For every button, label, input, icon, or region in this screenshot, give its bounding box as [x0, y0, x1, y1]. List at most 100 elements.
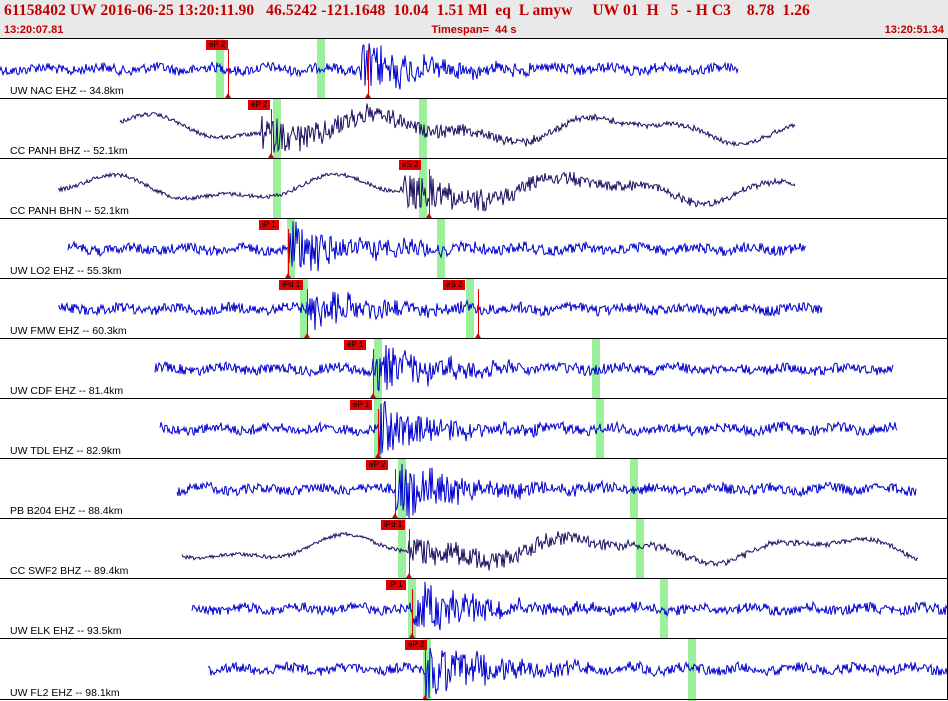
pick-marker[interactable]: iP 1 [259, 220, 279, 230]
pick-line [395, 469, 396, 517]
trace-label: UW FL2 EHZ -- 98.1km [10, 687, 120, 699]
trace-panel[interactable]: UW NAC EHZ -- 34.8km eP 2 [0, 38, 948, 99]
trace-label: CC PANH BHN -- 52.1km [10, 205, 129, 217]
waveform-trace [207, 647, 948, 699]
arrival-window [273, 159, 281, 219]
waveform-trace [176, 463, 917, 519]
pick-marker[interactable]: iP 1 [386, 580, 406, 590]
pick-triangle [475, 333, 481, 338]
waveform-line [154, 344, 894, 392]
pick-line [373, 349, 374, 397]
waveform-trace [0, 43, 739, 90]
seismogram-panels: UW NAC EHZ -- 34.8km eP 2 CC PANH BHZ --… [0, 38, 948, 701]
end-time: 13:20:51.34 [884, 24, 944, 36]
trace-label: UW LO2 EHZ -- 55.3km [10, 265, 122, 277]
pick-triangle [406, 573, 412, 578]
pick-line [429, 169, 430, 217]
trace-panel[interactable]: UW LO2 EHZ -- 55.3km iP 1 [0, 218, 948, 279]
pick-marker[interactable]: eP 2 [248, 100, 271, 110]
arrival-window [398, 519, 406, 579]
pick-line [378, 409, 379, 457]
waveform-line [159, 401, 898, 455]
trace-panel[interactable]: UW CDF EHZ -- 81.4km eP 1 [0, 338, 948, 399]
pick-line [307, 289, 308, 337]
pick-line [409, 529, 410, 577]
pick-marker[interactable]: eP 1 [344, 340, 367, 350]
waveform-line [67, 221, 806, 272]
trace-panel[interactable]: CC SWF2 BHZ -- 89.4km iPd 1 [0, 518, 948, 579]
trace-panel[interactable]: UW TDL EHZ -- 82.9km eP 1 [0, 398, 948, 459]
pick-triangle [409, 633, 415, 638]
waveform-line [58, 291, 823, 331]
trace-label: UW CDF EHZ -- 81.4km [10, 385, 124, 397]
pick-marker[interactable]: eS 2 [443, 280, 466, 290]
waveform-line [176, 463, 917, 519]
arrival-window [419, 99, 427, 159]
waveform-trace [181, 531, 919, 571]
trace-label: UW ELK EHZ -- 93.5km [10, 625, 122, 637]
trace-label: UW FMW EHZ -- 60.3km [10, 325, 127, 337]
pick-line [412, 589, 413, 637]
pick-line [228, 49, 229, 97]
arrival-window [374, 339, 382, 399]
arrival-window [466, 279, 474, 339]
trace-label: CC SWF2 BHZ -- 89.4km [10, 565, 129, 577]
pick-marker[interactable]: eS 2 [399, 160, 422, 170]
pick-triangle [392, 513, 398, 518]
pick-line [478, 289, 479, 337]
waveform-line [119, 103, 796, 153]
waveform-line [181, 531, 919, 571]
pick-marker[interactable]: eP 2 [405, 640, 428, 650]
pick-line [271, 109, 272, 157]
pick-line [425, 649, 426, 697]
trace-panel[interactable]: CC PANH BHZ -- 52.1km eP 2 [0, 98, 948, 159]
pick-marker[interactable]: iPd 1 [381, 520, 406, 530]
waveform-trace [57, 171, 796, 212]
trace-panel[interactable]: UW FL2 EHZ -- 98.1km eP 2 [0, 638, 948, 701]
arrival-window [630, 459, 638, 519]
arrival-window [216, 39, 224, 99]
pick-marker[interactable]: eP 1 [350, 400, 373, 410]
header-bar: 61158402 UW 2016-06-25 13:20:11.90 46.52… [0, 0, 948, 38]
pick-line [288, 229, 289, 277]
pick-triangle [285, 273, 291, 278]
pick-triangle [268, 153, 274, 158]
waveform-trace [58, 291, 823, 331]
pick-marker[interactable]: eP 2 [206, 40, 229, 50]
start-time: 13:20:07.81 [4, 24, 64, 36]
trace-label: PB B204 EHZ -- 88.4km [10, 505, 123, 517]
trace-panel[interactable]: CC PANH BHN -- 52.1km eS 2 [0, 158, 948, 219]
pick-triangle [370, 393, 376, 398]
waveform-trace [67, 221, 806, 272]
trace-label: UW TDL EHZ -- 82.9km [10, 445, 121, 457]
waveform-trace [191, 581, 948, 631]
trace-panel[interactable]: PB B204 EHZ -- 88.4km eP 2 [0, 458, 948, 519]
trace-label: UW NAC EHZ -- 34.8km [10, 85, 124, 97]
waveform-trace [119, 103, 796, 153]
event-title: 61158402 UW 2016-06-25 13:20:11.90 46.52… [4, 2, 810, 19]
pick-triangle [304, 333, 310, 338]
waveform-line [0, 43, 739, 90]
trace-label: CC PANH BHZ -- 52.1km [10, 145, 128, 157]
pick-marker[interactable]: eP 2 [366, 460, 389, 470]
arrival-window [688, 639, 696, 701]
trace-panel[interactable]: UW ELK EHZ -- 93.5km iP 1 [0, 578, 948, 639]
arrival-window [596, 399, 604, 459]
arrival-window [437, 219, 445, 279]
pick-triangle [365, 93, 371, 98]
waveform-trace [154, 344, 894, 392]
timespan-label: Timespan= 44 s [431, 24, 517, 36]
waveform-line [57, 171, 796, 212]
arrival-window [636, 519, 644, 579]
waveform-line [191, 581, 948, 631]
pick-triangle [375, 453, 381, 458]
pick-line [368, 49, 369, 97]
trace-panel[interactable]: UW FMW EHZ -- 60.3km iPd 1 eS 2 [0, 278, 948, 339]
arrival-window [317, 39, 325, 99]
pick-triangle [422, 695, 428, 700]
arrival-window [398, 459, 406, 519]
pick-triangle [426, 213, 432, 218]
pick-marker[interactable]: iPd 1 [279, 280, 304, 290]
waveform-trace [159, 401, 898, 455]
waveform-line [207, 647, 948, 699]
